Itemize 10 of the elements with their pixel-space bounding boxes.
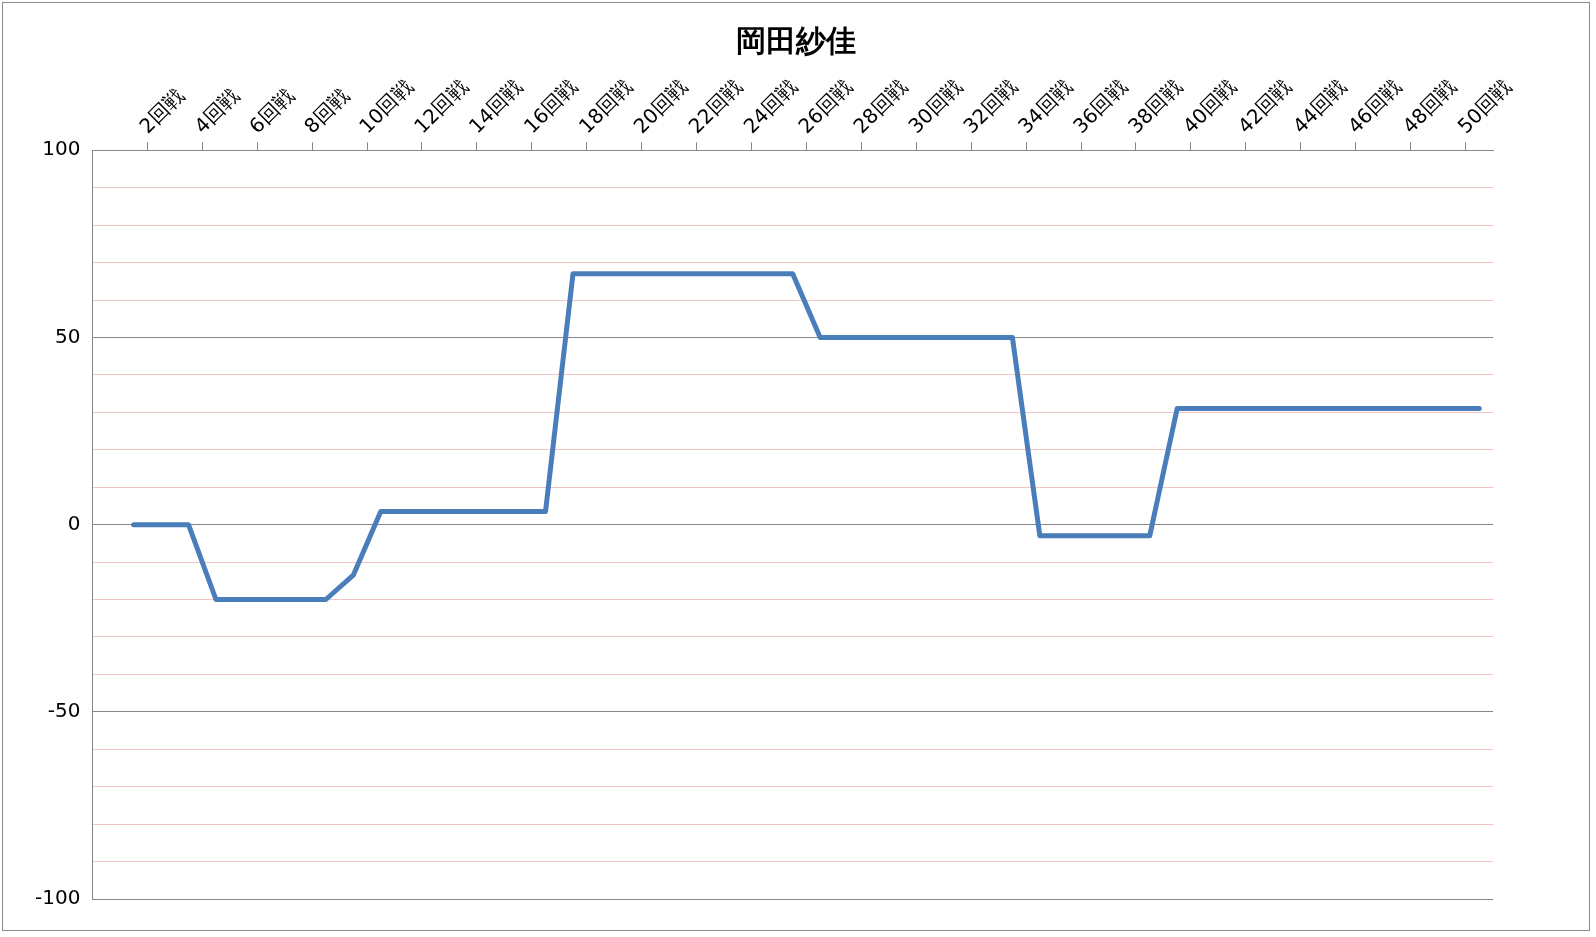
x-tick-label: 4回戦	[189, 83, 244, 138]
x-tick-label: 8回戦	[299, 83, 354, 138]
y-tick-label: 100	[42, 136, 81, 161]
x-tick-label: 2回戦	[134, 83, 189, 138]
y-tick-label: -100	[35, 885, 81, 910]
y-tick-label: 50	[54, 323, 81, 348]
x-tick-label: 6回戦	[244, 83, 299, 138]
chart-title: 岡田紗佳	[735, 22, 857, 60]
y-tick-label: -50	[47, 698, 81, 723]
y-tick-label: 0	[67, 510, 81, 535]
